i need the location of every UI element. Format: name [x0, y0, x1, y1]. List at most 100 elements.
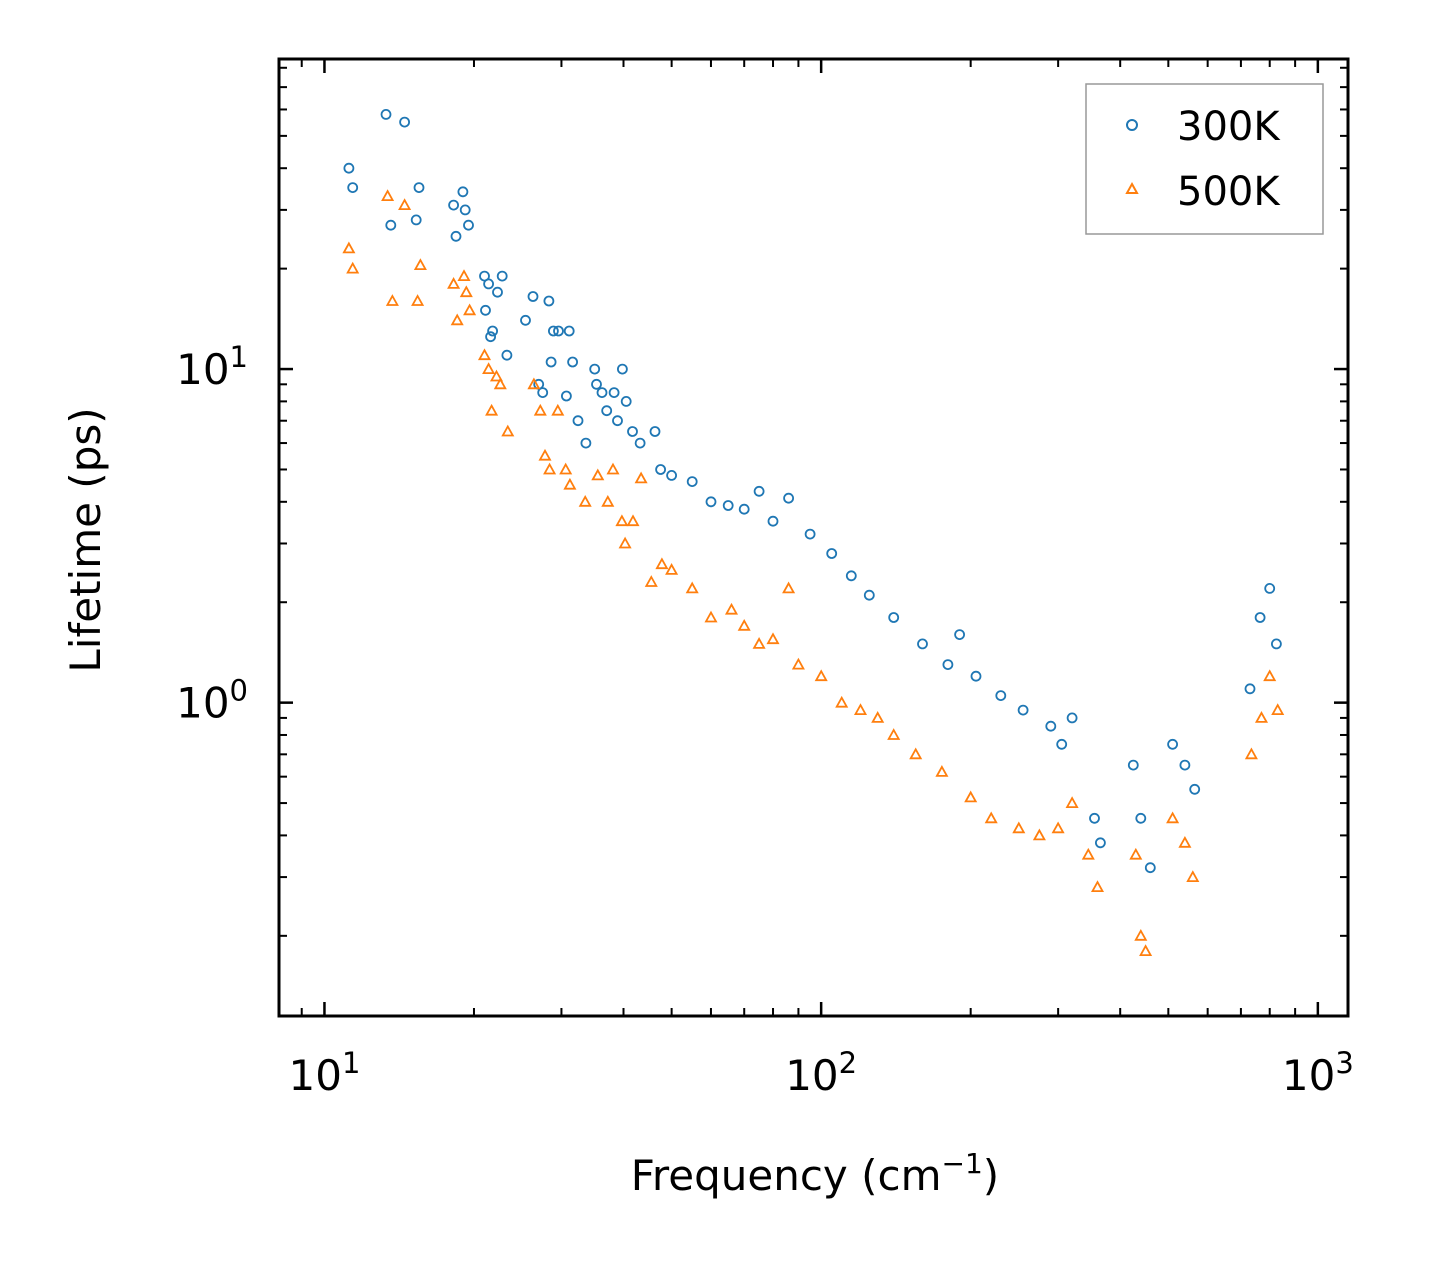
data-point-300k	[380, 109, 392, 120]
data-point-500k	[411, 294, 425, 306]
data-point-500k	[835, 695, 849, 708]
data-point-300k	[591, 378, 602, 390]
data-point-300k	[1135, 812, 1147, 824]
data-point-300k	[995, 690, 1007, 701]
series-300k	[343, 109, 1282, 874]
data-point-500k	[1065, 796, 1079, 808]
data-point-500k	[398, 198, 412, 211]
data-point-300k	[545, 356, 557, 368]
data-point-500k	[1271, 703, 1285, 715]
data-point-300k	[457, 186, 469, 198]
data-point-500k	[606, 462, 620, 475]
x-tick-label: 102	[785, 1046, 857, 1100]
legend-frame	[1085, 83, 1324, 235]
data-point-300k	[627, 426, 638, 437]
data-point-300k	[1017, 704, 1029, 716]
data-point-300k	[601, 405, 613, 417]
data-point-500k	[493, 377, 507, 390]
data-point-300k	[563, 325, 575, 337]
data-point-300k	[459, 204, 471, 216]
data-point-300k	[553, 325, 564, 337]
data-point-500k	[704, 610, 718, 623]
y-tick-label: 101	[176, 340, 248, 394]
data-point-300k	[537, 387, 549, 399]
data-point-500k	[887, 728, 901, 740]
x-tick-label-exponent: 3	[1335, 1046, 1353, 1080]
x-tick-label-exponent: 2	[839, 1046, 857, 1080]
data-point-500k	[538, 448, 552, 461]
x-axis-label-base: Frequency (cm	[631, 1151, 942, 1200]
y-tick-label-base: 10	[176, 679, 229, 728]
data-point-500k	[457, 269, 471, 282]
data-point-300k	[548, 325, 559, 337]
y-tick-label: 100	[176, 674, 248, 728]
data-point-300k	[1127, 759, 1139, 771]
data-point-500k	[618, 536, 632, 549]
data-point-500k	[1012, 821, 1026, 834]
data-point-300k	[954, 629, 965, 640]
data-point-300k	[385, 219, 397, 231]
y-tick-label-exponent: 0	[230, 674, 248, 708]
data-point-500k	[485, 403, 499, 416]
data-point-500k	[1244, 747, 1258, 760]
data-point-500k	[909, 747, 923, 760]
data-point-300k	[561, 390, 572, 402]
data-point-300k	[450, 230, 462, 242]
data-point-500k	[385, 294, 399, 306]
data-point-300k	[634, 437, 646, 449]
data-point-300k	[596, 387, 608, 399]
data-point-500k	[447, 277, 461, 289]
points-layer	[342, 109, 1285, 956]
data-point-500k	[615, 514, 629, 527]
data-point-300k	[520, 314, 531, 326]
data-point-500k	[737, 618, 751, 631]
data-point-500k	[814, 669, 828, 682]
data-point-300k	[783, 492, 794, 504]
data-point-300k	[567, 356, 578, 368]
x-axis-label: Frequency (cm−1)	[631, 1147, 999, 1200]
data-point-300k	[480, 304, 491, 316]
data-point-500k	[1081, 847, 1095, 860]
data-point-300k	[942, 659, 954, 670]
data-point-300k	[413, 182, 425, 194]
data-point-300k	[612, 415, 623, 427]
legend-label-300k: 300K	[1177, 104, 1281, 150]
data-point-300k	[572, 415, 584, 427]
data-point-300k	[863, 589, 875, 601]
data-point-300k	[343, 162, 355, 174]
data-point-300k	[917, 638, 928, 650]
x-tick-label-base: 10	[785, 1051, 838, 1100]
data-point-500k	[1178, 835, 1192, 848]
data-point-300k	[1095, 837, 1106, 849]
data-point-500k	[626, 514, 640, 527]
data-point-500k	[1166, 811, 1180, 824]
data-point-500k	[551, 403, 565, 416]
data-point-300k	[347, 182, 359, 194]
data-point-500k	[1263, 669, 1277, 682]
data-point-500k	[578, 494, 592, 507]
data-point-500k	[591, 468, 605, 481]
data-point-500k	[1032, 828, 1046, 841]
data-point-300k	[589, 363, 601, 375]
legend-label-500k: 500K	[1177, 169, 1281, 215]
data-point-300k	[686, 476, 698, 488]
x-axis-label-tail: )	[983, 1151, 999, 1200]
data-point-300k	[1167, 738, 1178, 750]
data-point-500k	[1129, 847, 1143, 860]
data-point-300k	[399, 116, 411, 128]
data-point-500k	[477, 348, 492, 361]
data-point-300k	[767, 515, 779, 527]
data-point-300k	[649, 426, 661, 437]
data-point-300k	[496, 270, 508, 282]
data-point-500k	[634, 471, 648, 484]
legend-marker-300k-icon	[1126, 119, 1138, 131]
data-point-300k	[543, 295, 555, 307]
data-point-300k	[1271, 638, 1282, 650]
data-point-500k	[489, 369, 504, 382]
data-point-500k	[450, 313, 464, 326]
x-tick-label: 101	[289, 1046, 361, 1100]
x-tick-label-base: 10	[1282, 1051, 1335, 1100]
data-point-500k	[413, 258, 427, 271]
data-point-300k	[1056, 738, 1068, 750]
